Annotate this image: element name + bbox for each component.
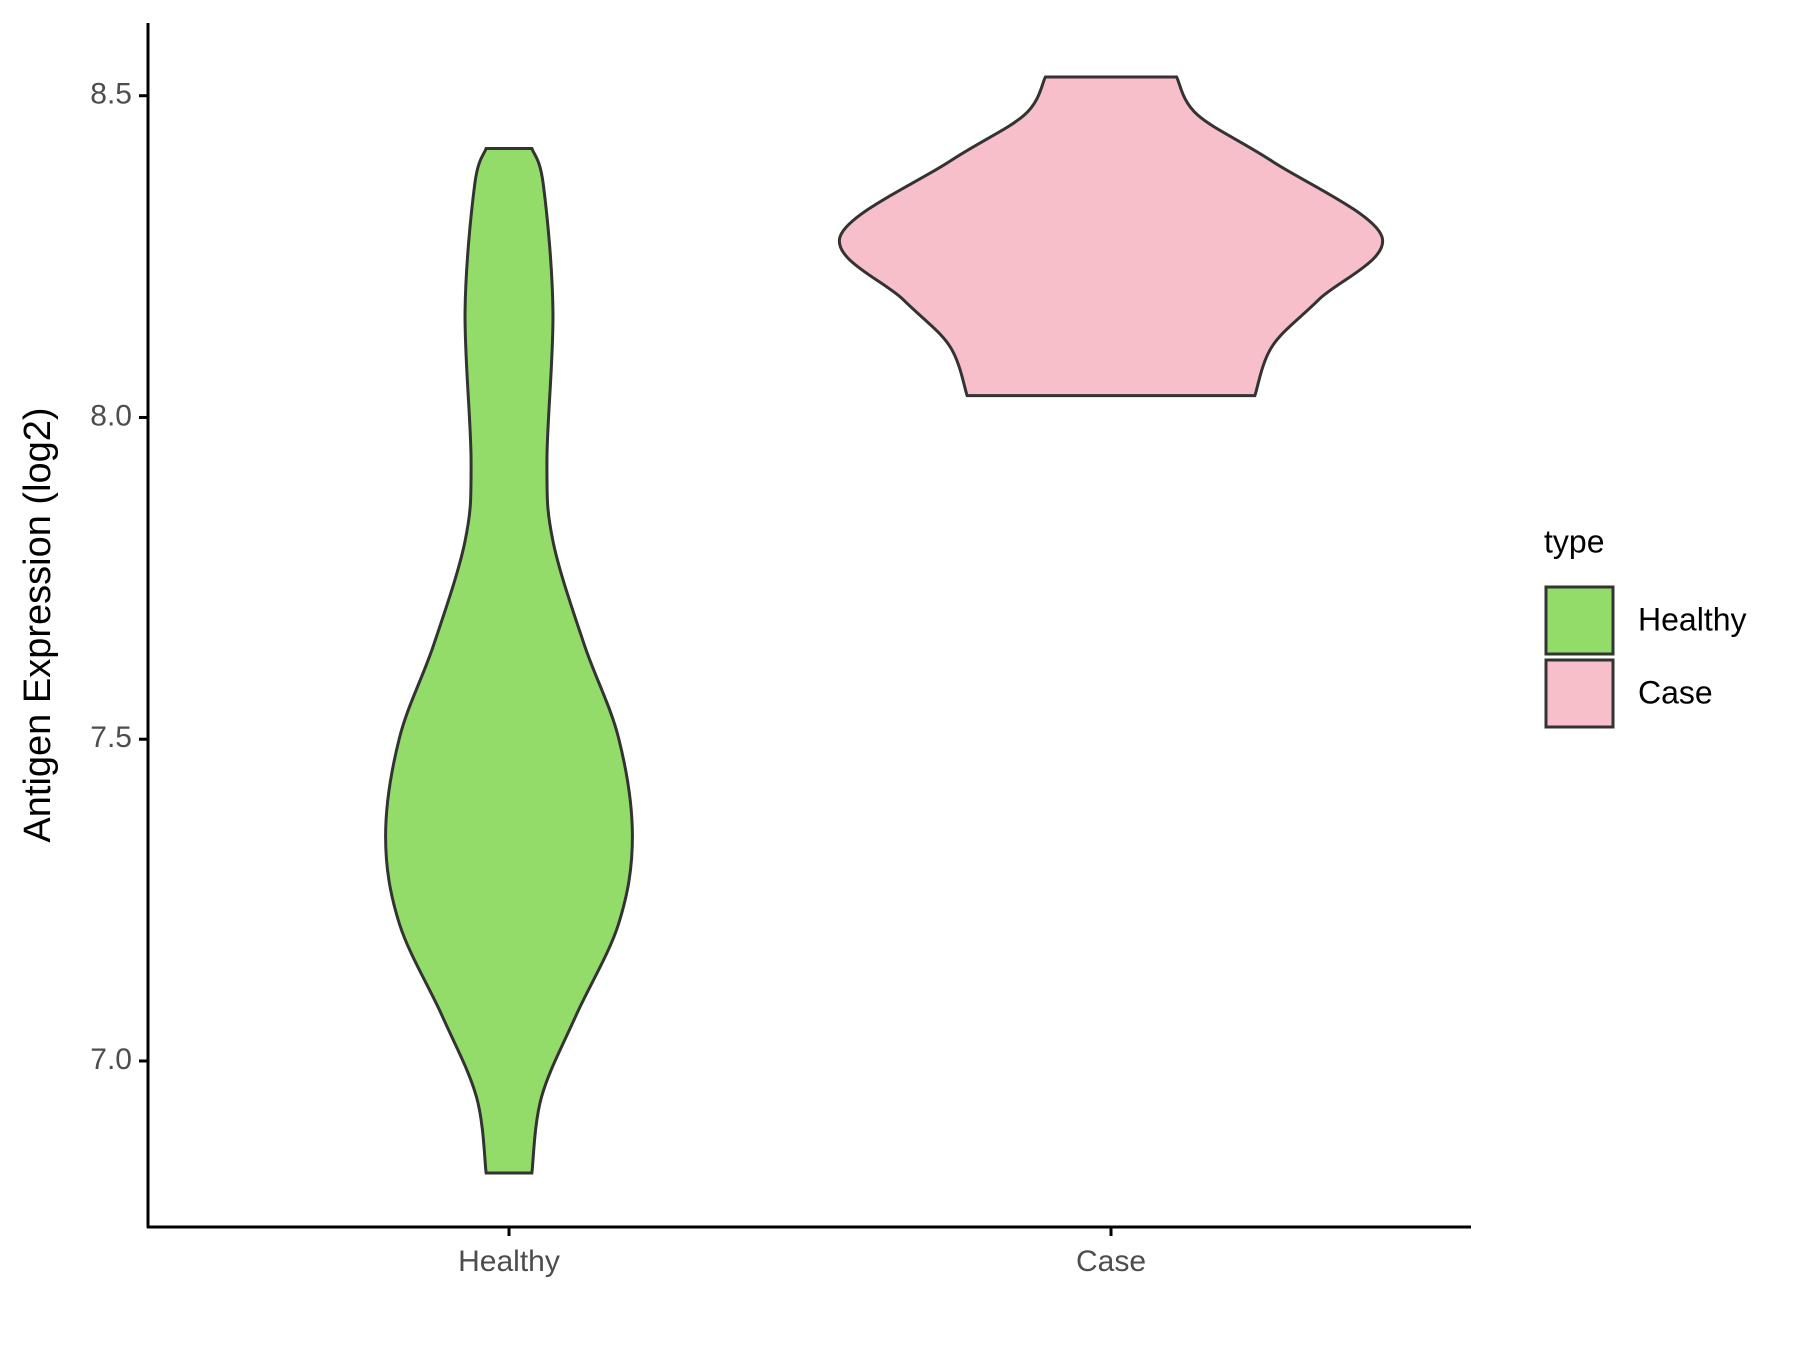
x-tick-label: Healthy (458, 1245, 560, 1278)
violin (837, 75, 1385, 398)
x-tick-label: Case (1076, 1245, 1146, 1278)
y-axis-title: Antigen Expression (log2) (17, 407, 59, 842)
y-tick-label: 8.5 (90, 78, 132, 111)
y-tick-label: 8.0 (90, 399, 132, 432)
legend-label: Healthy (1638, 601, 1747, 637)
legend-key (1544, 585, 1615, 656)
legend-label: Case (1638, 674, 1713, 710)
legend-title: type (1544, 523, 1604, 559)
y-tick-label: 7.0 (90, 1043, 132, 1076)
legend-key (1544, 658, 1615, 729)
violin (384, 146, 634, 1175)
y-tick-label: 7.5 (90, 721, 132, 754)
